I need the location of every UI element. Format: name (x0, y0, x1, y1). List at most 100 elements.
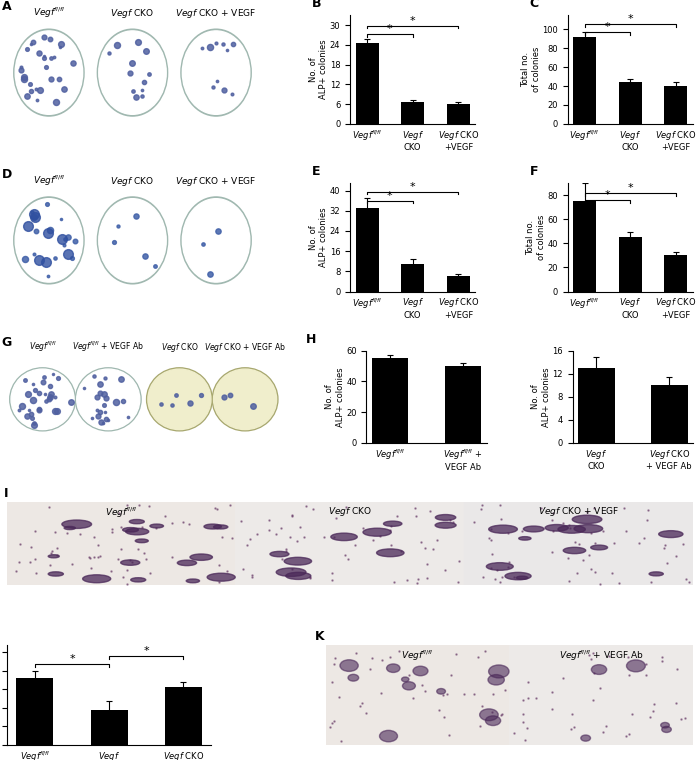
Text: $\it{Vegf}$ CKO + VEGF Ab: $\it{Vegf}$ CKO + VEGF Ab (204, 341, 286, 354)
Text: $\it{Vegf}$ CKO: $\it{Vegf}$ CKO (111, 175, 155, 188)
Ellipse shape (204, 524, 221, 529)
Ellipse shape (377, 549, 404, 557)
Bar (445, 366, 482, 442)
Bar (326, 644, 510, 745)
Text: $\it{Vegf}$$^{fl/fl}$: $\it{Vegf}$$^{fl/fl}$ (29, 340, 57, 354)
Ellipse shape (15, 198, 83, 282)
Ellipse shape (581, 735, 591, 741)
Ellipse shape (545, 524, 568, 531)
Text: $\it{Vegf}$$^{fl/fl}$: $\it{Vegf}$$^{fl/fl}$ (105, 505, 138, 520)
Text: *: * (627, 182, 633, 192)
Ellipse shape (76, 368, 141, 431)
Ellipse shape (64, 527, 76, 530)
Bar (401, 103, 424, 124)
Bar (447, 277, 470, 292)
Ellipse shape (662, 727, 671, 733)
Ellipse shape (190, 554, 213, 560)
Y-axis label: No. of
ALP+ colonies: No. of ALP+ colonies (309, 207, 328, 267)
Ellipse shape (182, 31, 250, 114)
Text: H: H (306, 333, 316, 346)
Text: $\it{Vegf}$ CKO + VEGF: $\it{Vegf}$ CKO + VEGF (176, 175, 257, 188)
Text: $\it{Vegf}$ CKO: $\it{Vegf}$ CKO (328, 505, 372, 518)
Ellipse shape (286, 572, 311, 579)
Bar (372, 359, 408, 442)
Bar (235, 502, 464, 585)
Text: $\it{Vegf}$ CKO: $\it{Vegf}$ CKO (160, 341, 198, 354)
Text: $\it{Vegf}$$^{fl/fl}$ + VEGF Ab: $\it{Vegf}$$^{fl/fl}$ + VEGF Ab (559, 648, 643, 663)
Ellipse shape (573, 515, 602, 524)
Ellipse shape (379, 730, 398, 742)
Ellipse shape (558, 525, 585, 534)
Ellipse shape (48, 555, 60, 558)
Ellipse shape (14, 29, 84, 116)
Ellipse shape (11, 369, 74, 429)
Bar (651, 385, 687, 442)
Text: $\it{Vegf}$$^{fl/fl}$: $\it{Vegf}$$^{fl/fl}$ (401, 648, 434, 663)
Ellipse shape (413, 667, 428, 676)
Bar (619, 237, 642, 292)
Ellipse shape (659, 530, 683, 537)
Ellipse shape (77, 369, 140, 429)
Ellipse shape (386, 664, 400, 673)
Text: K: K (314, 629, 324, 642)
Text: *: * (627, 14, 633, 24)
Bar (578, 368, 615, 442)
Ellipse shape (348, 674, 358, 681)
Ellipse shape (122, 527, 139, 532)
Ellipse shape (489, 665, 509, 678)
Bar (573, 37, 596, 124)
Y-axis label: Total no.
of colonies: Total no. of colonies (526, 214, 546, 260)
Y-axis label: No. of
ALP+ colonies: No. of ALP+ colonies (309, 40, 328, 100)
Text: I: I (4, 487, 8, 500)
Bar (464, 502, 693, 585)
Ellipse shape (437, 689, 445, 694)
Ellipse shape (435, 515, 456, 521)
Ellipse shape (126, 528, 148, 535)
Ellipse shape (592, 665, 607, 674)
Text: *: * (410, 182, 416, 192)
Ellipse shape (148, 369, 211, 429)
Text: E: E (312, 165, 321, 178)
Bar (510, 644, 693, 745)
Text: *: * (605, 22, 610, 32)
Text: *: * (69, 654, 75, 663)
Ellipse shape (402, 682, 415, 690)
Ellipse shape (331, 533, 357, 540)
Ellipse shape (519, 537, 531, 540)
Text: $\it{Vegf}$$^{fl/fl}$: $\it{Vegf}$$^{fl/fl}$ (33, 5, 65, 20)
Ellipse shape (214, 525, 228, 529)
Text: B: B (312, 0, 322, 10)
Ellipse shape (212, 368, 278, 431)
Bar (573, 201, 596, 292)
Ellipse shape (97, 197, 167, 283)
Ellipse shape (384, 521, 402, 527)
Ellipse shape (97, 29, 167, 116)
Ellipse shape (14, 197, 84, 283)
Ellipse shape (99, 31, 166, 114)
Ellipse shape (524, 526, 544, 532)
Text: $\it{Vegf}$$^{fl/fl}$ + VEGF Ab: $\it{Vegf}$$^{fl/fl}$ + VEGF Ab (72, 340, 144, 354)
Bar (16, 678, 53, 745)
Ellipse shape (181, 197, 251, 283)
Bar (356, 43, 379, 124)
Ellipse shape (363, 528, 391, 537)
Text: D: D (2, 168, 12, 181)
Ellipse shape (150, 524, 164, 528)
Ellipse shape (130, 520, 144, 524)
Ellipse shape (284, 557, 312, 565)
Ellipse shape (340, 660, 358, 671)
Ellipse shape (48, 572, 64, 576)
Y-axis label: No. of
ALP+ colonies: No. of ALP+ colonies (326, 367, 344, 426)
Y-axis label: No. of
ALP+ colonies: No. of ALP+ colonies (531, 367, 551, 426)
Ellipse shape (649, 572, 664, 576)
Ellipse shape (480, 709, 498, 720)
Ellipse shape (135, 539, 148, 543)
Text: *: * (387, 24, 393, 34)
Text: *: * (144, 647, 149, 657)
Bar (90, 710, 127, 745)
Bar (664, 86, 687, 124)
Text: *: * (410, 16, 416, 26)
Ellipse shape (276, 568, 306, 576)
Ellipse shape (146, 368, 212, 431)
Text: A: A (2, 0, 12, 13)
